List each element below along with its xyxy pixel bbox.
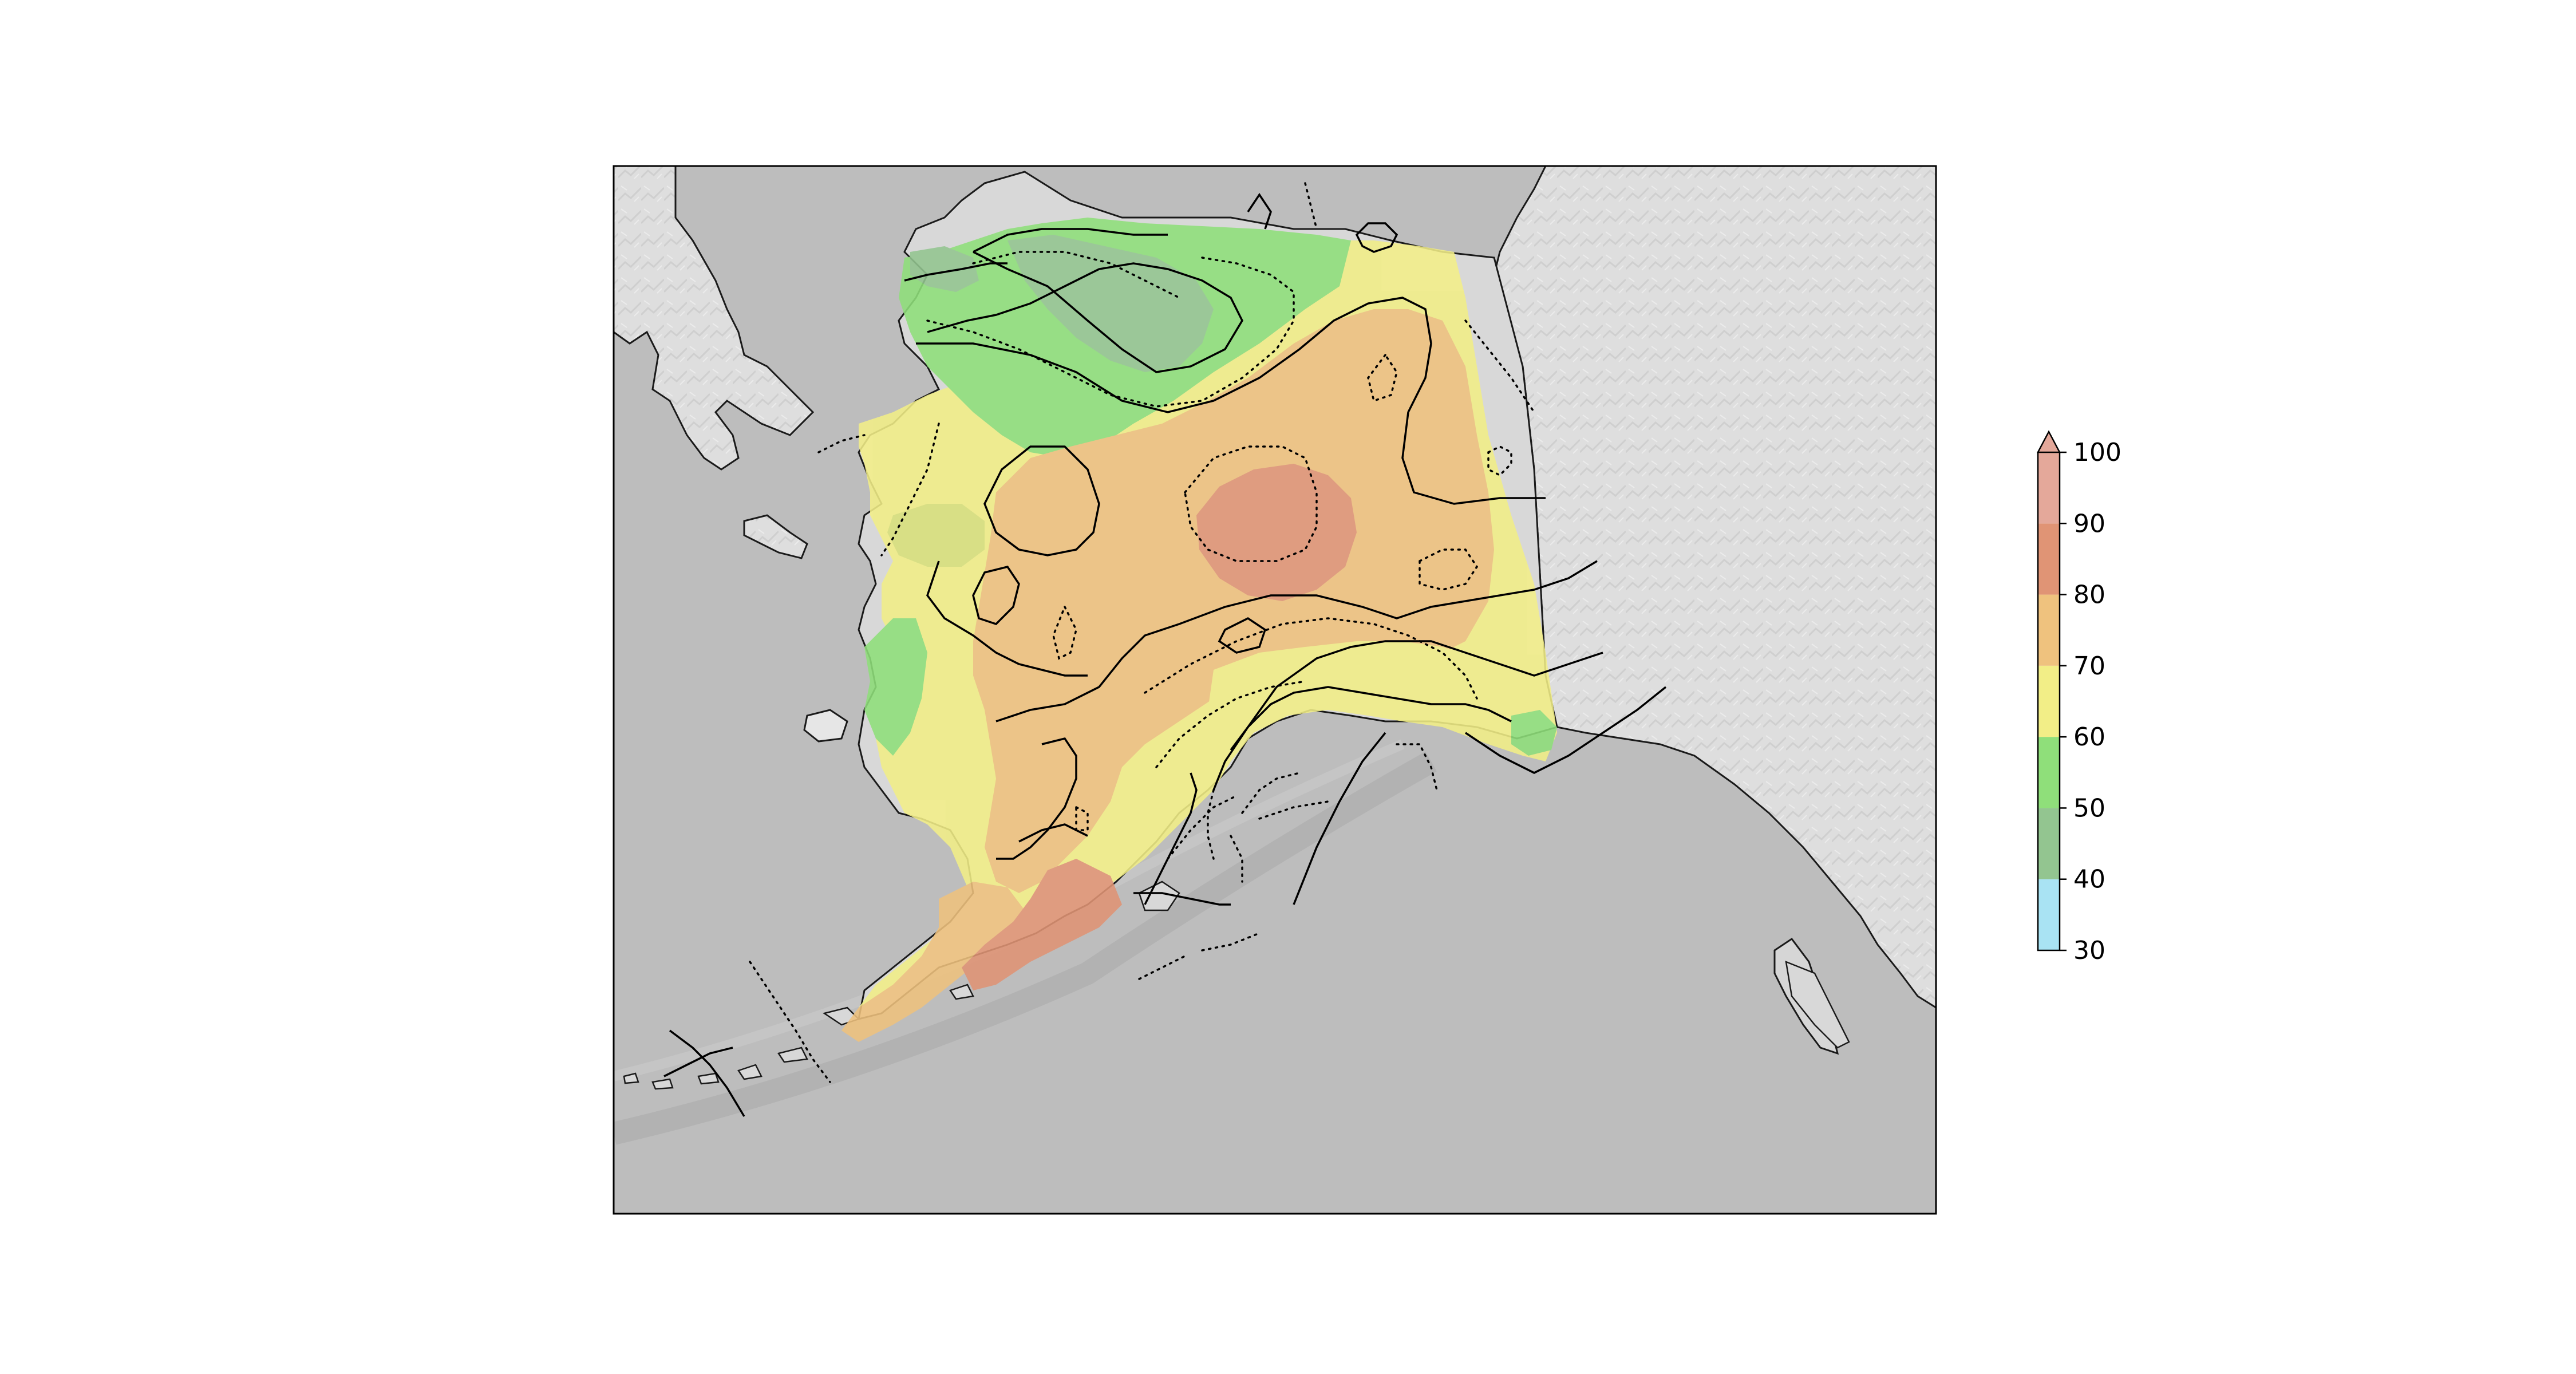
colorbar-extend-arrow: [2036, 430, 2061, 453]
colorbar-tick-label: 30: [2073, 936, 2105, 965]
colorbar-bin: [2038, 808, 2060, 879]
contour-lines-dotted: [749, 182, 1535, 1083]
aleutian-islands: [623, 881, 1850, 1090]
contour-lines-solid: [663, 192, 1667, 1117]
region-70-80-peninsula: [841, 882, 1025, 1042]
colorbar-tick-label: 40: [2073, 865, 2105, 894]
land-chukotka: [614, 166, 815, 471]
region-60-70-west-patch: [887, 504, 985, 567]
aleutian-trench: [614, 751, 1437, 1145]
map-panel: [614, 166, 1936, 1214]
colorbar-tick-label: 70: [2073, 652, 2105, 681]
map-frame: [613, 165, 1937, 1215]
region-60-70-southcentral: [1208, 641, 1523, 739]
colorbar-bin: [2038, 523, 2060, 595]
region-50-60-southeast: [1511, 710, 1557, 756]
region-70-80: [973, 309, 1494, 893]
colorbar-bin: [2038, 737, 2060, 808]
colorbar-tick-label: 90: [2073, 509, 2105, 538]
colorbar-tick-label: 80: [2073, 581, 2105, 610]
colorbar-tick-label: 60: [2073, 722, 2105, 752]
colorbar: 30 40 50 60 70 80 90 100: [2036, 430, 2121, 965]
colorbar-bin: [2038, 879, 2060, 950]
land-st-lawrence-island: [743, 514, 808, 559]
colorbar-bin: [2038, 452, 2060, 524]
region-50-60-west: [864, 618, 927, 756]
region-40-50-west: [910, 246, 979, 292]
colorbar-bin: [2038, 594, 2060, 666]
colorbar-tick-label: 100: [2073, 438, 2121, 467]
region-80-90-peninsula: [962, 859, 1122, 990]
colorbar-tick-label: 50: [2073, 793, 2105, 823]
colorbar-outline: [2037, 452, 2061, 951]
region-80-90-interior: [1196, 464, 1357, 601]
land-nunivak-island: [803, 709, 848, 743]
filled-contours: [841, 218, 1557, 1042]
colorbar-bin: [2038, 665, 2060, 737]
